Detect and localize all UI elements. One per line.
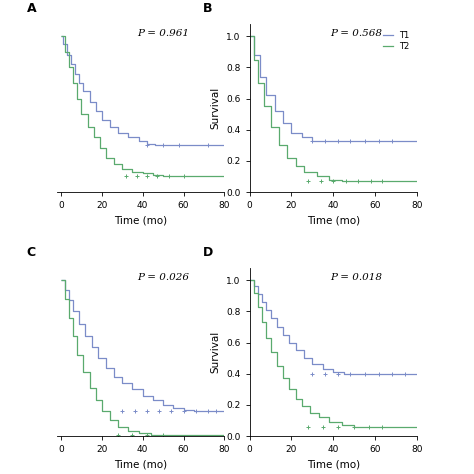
Y-axis label: Survival: Survival bbox=[210, 87, 220, 129]
Text: P = 0.961: P = 0.961 bbox=[137, 29, 189, 38]
X-axis label: Time (mo): Time (mo) bbox=[307, 460, 360, 470]
Text: C: C bbox=[27, 246, 36, 259]
Legend: T1, T2: T1, T2 bbox=[379, 28, 413, 54]
Text: D: D bbox=[203, 246, 213, 259]
X-axis label: Time (mo): Time (mo) bbox=[114, 216, 167, 226]
Text: A: A bbox=[27, 2, 36, 15]
Text: P = 0.568: P = 0.568 bbox=[330, 29, 382, 38]
Text: P = 0.026: P = 0.026 bbox=[137, 273, 189, 282]
X-axis label: Time (mo): Time (mo) bbox=[114, 460, 167, 470]
Y-axis label: Survival: Survival bbox=[210, 331, 220, 373]
Text: B: B bbox=[203, 2, 212, 15]
Text: P = 0.018: P = 0.018 bbox=[330, 273, 382, 282]
X-axis label: Time (mo): Time (mo) bbox=[307, 216, 360, 226]
